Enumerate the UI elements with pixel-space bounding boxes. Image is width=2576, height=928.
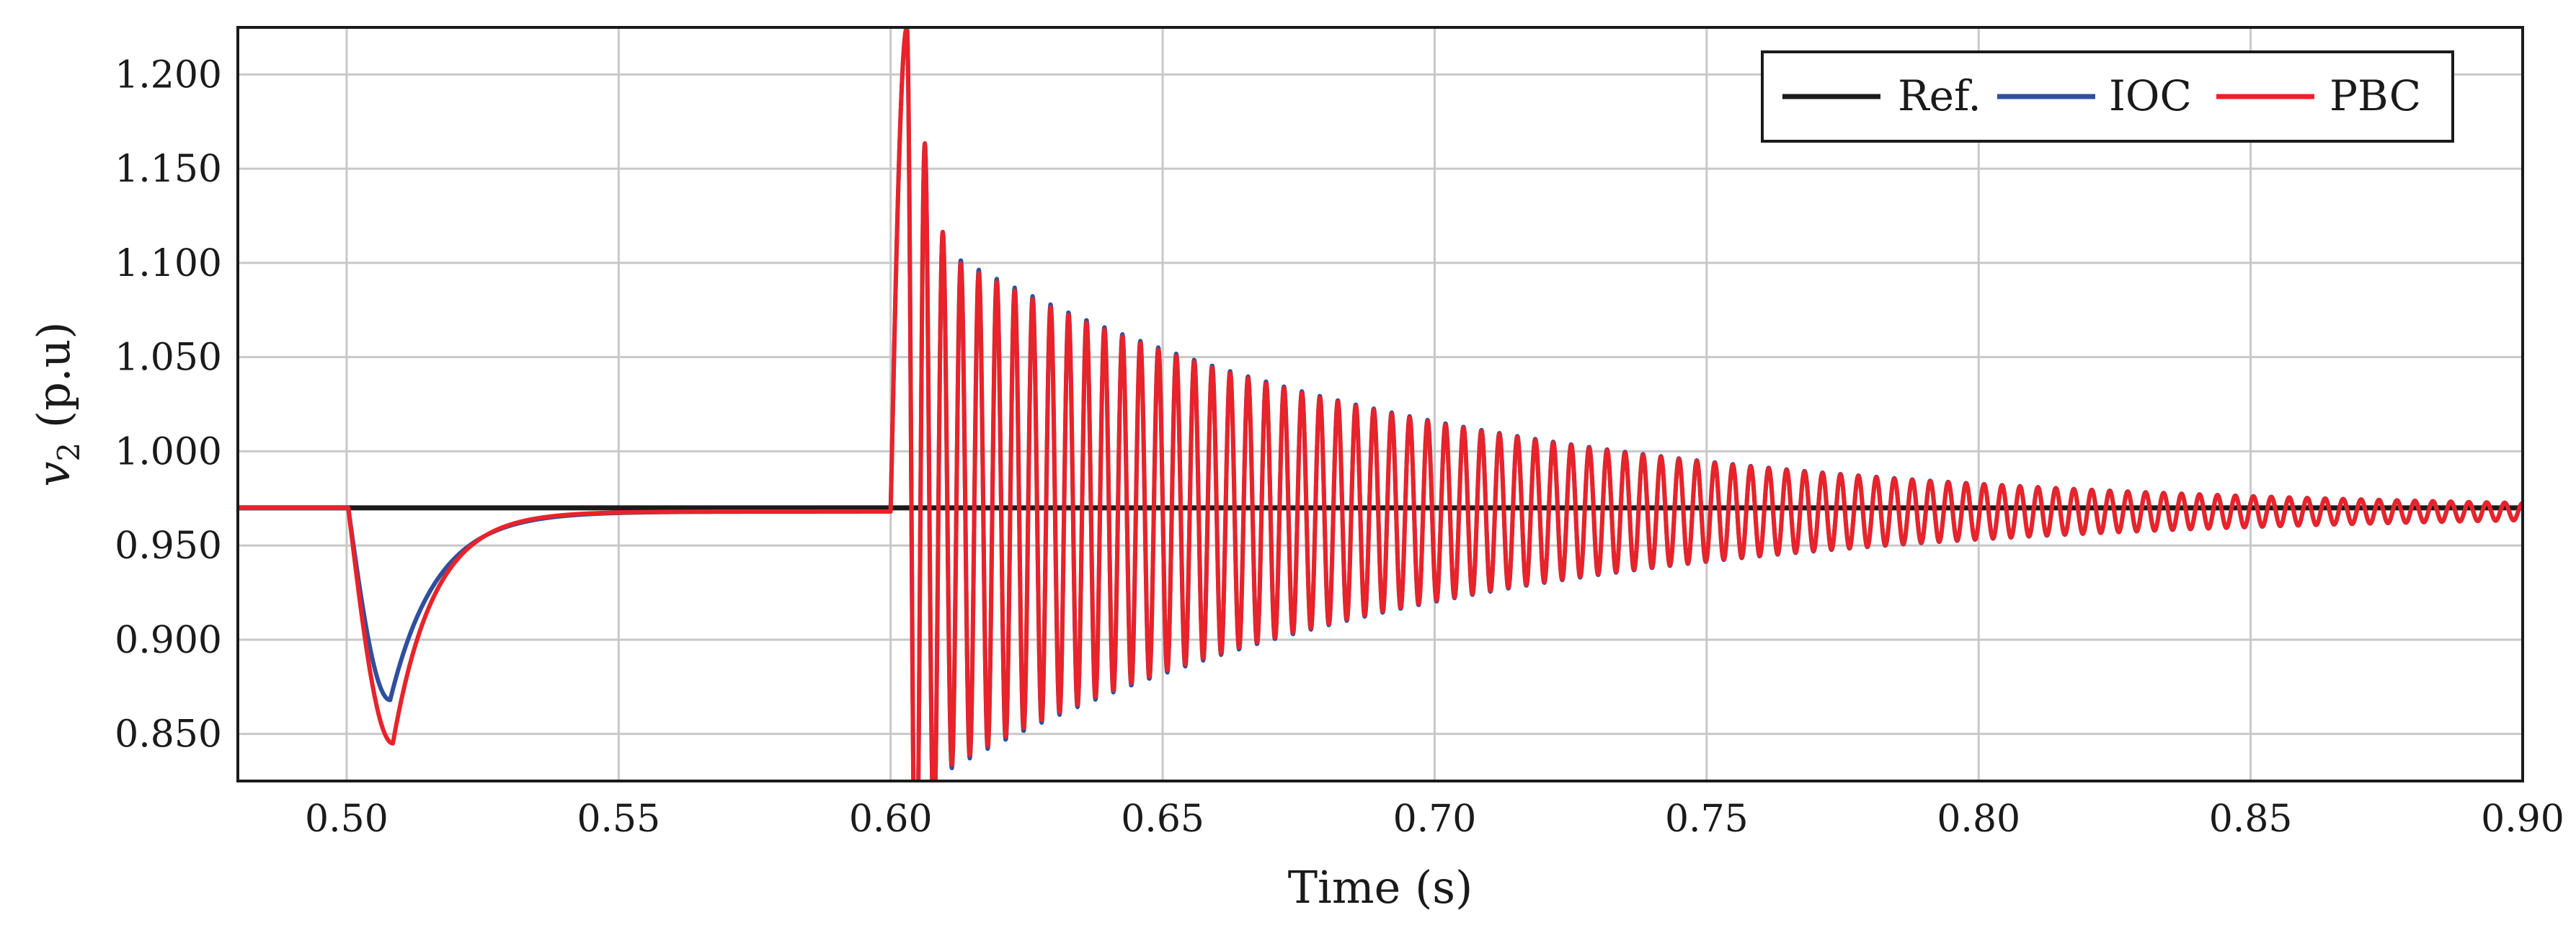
y-axis-title-unit: (p.u) bbox=[27, 321, 80, 442]
y-tick-label: 1.200 bbox=[115, 53, 222, 97]
legend: Ref. IOC PBC bbox=[1761, 50, 2454, 143]
x-tick-label: 0.70 bbox=[1393, 798, 1477, 841]
y-tick-label: 1.000 bbox=[115, 430, 222, 473]
y-grid bbox=[238, 73, 2523, 736]
legend-box bbox=[1761, 50, 2454, 143]
x-axis-title: Time (s) bbox=[1288, 861, 1473, 914]
y-tick-label: 0.950 bbox=[115, 525, 222, 568]
x-tick-label: 0.90 bbox=[2481, 798, 2564, 841]
x-tick-label: 0.75 bbox=[1665, 798, 1749, 841]
y-tick-label: 1.050 bbox=[115, 336, 222, 380]
y-axis-title-sub: 2 bbox=[51, 442, 86, 462]
legend-label-pbc: PBC bbox=[2329, 71, 2421, 120]
y-tick-labels: 0.850 0.900 0.950 1.000 1.050 1.100 1.150 1.200 bbox=[115, 53, 222, 756]
series-layer bbox=[238, 27, 2523, 781]
y-tick-label: 0.850 bbox=[115, 713, 222, 757]
y-axis-title-main: v bbox=[27, 462, 80, 487]
legend-label-ioc: IOC bbox=[2109, 71, 2192, 120]
x-tick-label: 0.80 bbox=[1937, 798, 2020, 841]
x-tick-label: 0.65 bbox=[1121, 798, 1204, 841]
x-tick-label: 0.85 bbox=[2209, 798, 2293, 841]
series-line-pbc bbox=[238, 27, 2523, 781]
legend-label-ref: Ref. bbox=[1898, 71, 1981, 120]
x-tick-label: 0.55 bbox=[577, 798, 660, 841]
plot-frame bbox=[236, 26, 2524, 782]
x-tick-label: 0.50 bbox=[305, 798, 388, 841]
x-tick-labels: 0.50 0.55 0.60 0.65 0.70 0.75 0.80 0.85 0.90 bbox=[305, 798, 2564, 841]
x-tick-label: 0.60 bbox=[849, 798, 933, 841]
y-tick-label: 1.150 bbox=[115, 148, 222, 191]
y-tick-label: 1.100 bbox=[115, 242, 222, 285]
y-tick-label: 0.900 bbox=[115, 619, 222, 662]
y-axis-title: v2 (p.u) bbox=[27, 321, 86, 486]
